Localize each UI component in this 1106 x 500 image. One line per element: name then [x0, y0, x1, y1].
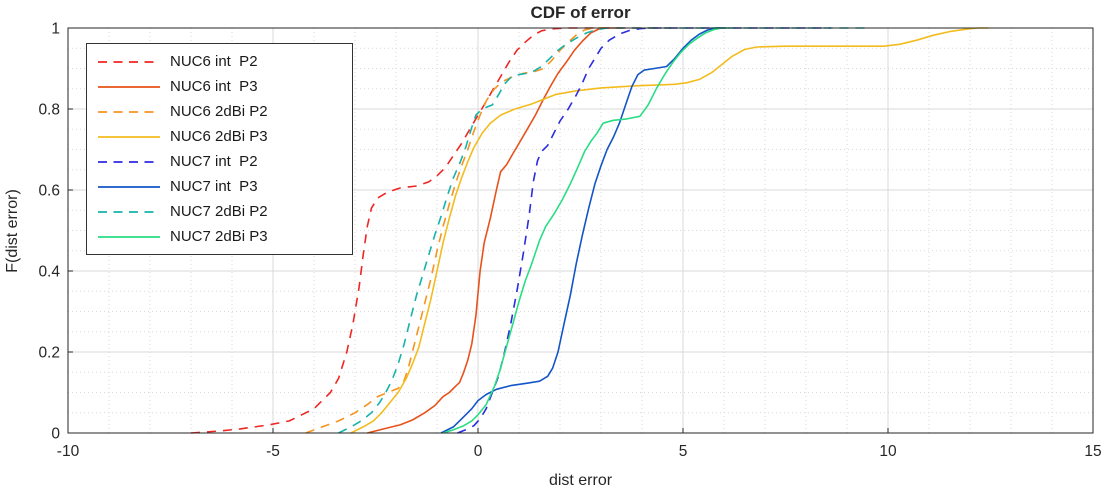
- y-axis-label: F(dist error): [4, 189, 21, 273]
- x-tick-label: 15: [1084, 443, 1101, 460]
- legend-item: NUC7 int P3: [97, 175, 352, 199]
- series-line-NUC6-int-P2: [190, 27, 671, 434]
- series-line-NUC6-2dBi-P3: [350, 27, 989, 434]
- legend-item: NUC6 2dBi P2: [97, 100, 352, 124]
- x-tick-label: 10: [879, 443, 897, 460]
- x-tick-label: -5: [266, 443, 280, 460]
- legend-line-sample: [98, 60, 160, 63]
- x-tick-label: 0: [474, 443, 483, 460]
- series-line-NUC7-2dBi-P2: [338, 27, 868, 434]
- series-line-NUC7-int-P3: [440, 27, 727, 434]
- legend-item: NUC7 2dBi P2: [97, 200, 352, 224]
- legend-item-label: NUC6 2dBi P3: [170, 128, 268, 145]
- x-tick-label: 5: [679, 443, 688, 460]
- x-tick-label: -10: [57, 443, 80, 460]
- legend-line-sample: [98, 160, 160, 163]
- legend-item: NUC7 2dBi P3: [97, 225, 352, 249]
- legend-item-label: NUC7 int P2: [170, 153, 258, 170]
- legend-line-sample: [98, 135, 160, 138]
- y-tick-label: 0.2: [38, 345, 60, 362]
- legend-item-label: NUC6 int P3: [170, 78, 258, 95]
- y-tick-label: 0.4: [38, 264, 60, 281]
- chart-title: CDF of error: [530, 3, 631, 22]
- legend-line-sample: [98, 210, 160, 213]
- series-line-NUC6-2dBi-P2: [305, 27, 606, 434]
- y-tick-label: 0.6: [38, 183, 60, 200]
- legend-line-sample: [98, 185, 160, 188]
- legend-item-label: NUC6 2dBi P2: [170, 103, 268, 120]
- legend-line-sample: [98, 110, 160, 113]
- legend-line-sample: [98, 235, 160, 238]
- series-line-NUC7-2dBi-P3: [442, 27, 731, 434]
- legend-item: NUC7 int P2: [97, 150, 352, 174]
- legend: NUC6 int P2 NUC6 int P3 NUC6 2dBi P2 NUC6 2…: [86, 43, 353, 255]
- legend-item-label: NUC7 2dBi P2: [170, 203, 268, 220]
- legend-item: NUC6 int P2: [97, 50, 352, 74]
- axes-box: [67, 27, 1094, 434]
- y-tick-label: 1: [51, 21, 60, 38]
- legend-item-label: NUC6 int P2: [170, 53, 258, 70]
- legend-item-label: NUC7 int P3: [170, 178, 258, 195]
- legend-item: NUC6 int P3: [97, 75, 352, 99]
- y-tick-label: 0.8: [38, 102, 60, 119]
- y-tick-label: 0: [51, 426, 60, 443]
- legend-line-sample: [98, 85, 160, 88]
- legend-item-label: NUC7 2dBi P3: [170, 228, 268, 245]
- series-line-NUC6-int-P3: [367, 27, 622, 434]
- x-axis-label: dist error: [548, 472, 613, 489]
- legend-item: NUC6 2dBi P3: [97, 125, 352, 149]
